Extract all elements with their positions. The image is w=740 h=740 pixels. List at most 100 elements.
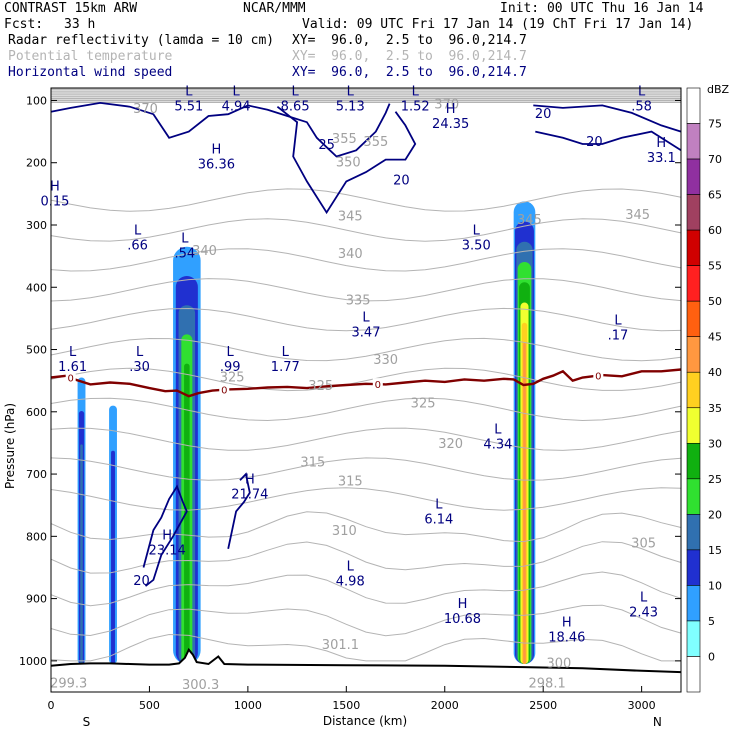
hl-value: .66	[127, 238, 148, 253]
wind-label: 20	[133, 574, 150, 589]
field-reflectivity-name: Radar reflectivity (lamda = 10 cm)	[8, 33, 275, 48]
freezing-line-label: 0	[375, 380, 381, 391]
center-title: NCAR/MMM	[243, 1, 306, 16]
theta-label: 315	[300, 456, 325, 471]
hl-value: 36.36	[198, 157, 235, 172]
theta-label: 320	[438, 437, 463, 452]
theta-contour	[50, 337, 682, 362]
hl-value: 8.65	[281, 99, 310, 114]
theta-label: 370	[434, 98, 459, 113]
reflectivity-cells	[77, 201, 536, 664]
freezing-line-label-bg	[219, 383, 230, 395]
hl-value: 6.14	[424, 512, 453, 527]
theta-label: 340	[338, 247, 363, 262]
colorbar-label: 50	[708, 295, 722, 308]
theta-label: 350	[336, 155, 361, 170]
colorbar-swatch	[686, 514, 701, 551]
hl-value: 1.52	[401, 99, 430, 114]
theta-label: 355	[363, 135, 388, 150]
hl-type-h: H	[211, 142, 221, 157]
hl-value: 10.68	[444, 612, 481, 627]
theta-contour	[50, 541, 682, 574]
freezing-line-label-bg	[65, 371, 76, 383]
theta-label: 298.1	[529, 677, 566, 692]
hl-type-l: L	[69, 345, 77, 360]
x-end-label-n: N	[653, 715, 662, 729]
theta-label: 335	[346, 294, 371, 309]
colorbar-swatch	[686, 407, 701, 444]
hl-type-h: H	[162, 528, 172, 543]
colorbar-unit: dBZ	[707, 83, 730, 96]
hl-type-h: H	[245, 472, 255, 487]
hl-value: .54	[175, 246, 196, 261]
colorbar-label: 10	[708, 579, 722, 592]
y-tick-label: 400	[26, 281, 47, 294]
hl-value: 1.61	[58, 360, 87, 375]
theta-label: 325	[411, 396, 436, 411]
colorbar-swatch	[686, 300, 701, 338]
theta-contour	[50, 397, 682, 422]
x-tick-label: 1000	[234, 699, 262, 712]
theta-label: 300	[547, 657, 572, 672]
wind-label: 20	[586, 135, 603, 150]
y-tick-label: 900	[26, 593, 47, 606]
reflectivity-cell-layer	[111, 450, 115, 664]
colorbar-label: 60	[708, 224, 722, 237]
hl-type-h: H	[562, 616, 572, 631]
theta-label: 325	[220, 370, 245, 385]
colorbar-swatch	[686, 336, 701, 373]
hl-value: .58	[631, 99, 652, 114]
freezing-line-label-bg	[372, 378, 383, 390]
reflectivity-cell-layer	[80, 444, 83, 664]
colorbar-swatch	[686, 442, 701, 480]
hl-value: 4.98	[336, 575, 365, 590]
colorbar-swatch	[686, 549, 701, 586]
hl-type-l: L	[282, 345, 290, 360]
hl-value: 18.46	[548, 631, 585, 646]
colorbar-swatch	[686, 478, 701, 515]
theta-contour	[50, 307, 682, 332]
colorbar-swatch	[686, 123, 701, 160]
y-tick-label: 100	[26, 94, 47, 107]
freezing-line-label: 0	[595, 372, 601, 383]
colorbar-label: 70	[708, 153, 722, 166]
theta-contour	[50, 427, 682, 451]
hl-type-l: L	[292, 84, 300, 99]
theta-contour	[50, 457, 682, 481]
y-tick-label: 600	[26, 406, 47, 419]
hl-type-l: L	[181, 231, 189, 246]
colorbar-label: 0	[708, 650, 715, 663]
hl-value: 5.51	[174, 99, 203, 114]
theta-contour	[50, 278, 682, 302]
colorbar-swatch	[686, 158, 701, 195]
y-tick-label: 300	[26, 219, 47, 232]
hl-type-l: L	[134, 223, 142, 238]
colorbar-swatch	[686, 656, 701, 693]
colorbar-label: 30	[708, 437, 722, 450]
wind-contour	[142, 484, 188, 587]
wind-label: 20	[535, 107, 552, 122]
theta-label: 300.3	[182, 678, 219, 693]
fcst-value: 33 h	[64, 17, 96, 32]
hl-type-l: L	[412, 84, 420, 99]
x-tick-label: 500	[139, 699, 160, 712]
colorbar-swatch	[686, 620, 701, 657]
x-axis-title: Distance (km)	[323, 714, 407, 728]
colorbar-label: 55	[708, 260, 722, 273]
colorbar-label: 25	[708, 473, 722, 486]
theta-label: 355	[332, 132, 357, 147]
theta-contour	[50, 604, 682, 637]
hl-value: 33.1	[647, 151, 676, 166]
theta-label: 305	[631, 537, 656, 552]
colorbar-swatch	[686, 371, 701, 409]
theta-contour	[50, 367, 682, 392]
theta-contours	[50, 88, 682, 662]
fcst-label: Fcst:	[4, 17, 44, 32]
x-tick-label: 1500	[332, 699, 360, 712]
colorbar-label: 75	[708, 118, 722, 131]
hl-type-l: L	[347, 560, 355, 575]
hl-type-l: L	[638, 84, 646, 99]
